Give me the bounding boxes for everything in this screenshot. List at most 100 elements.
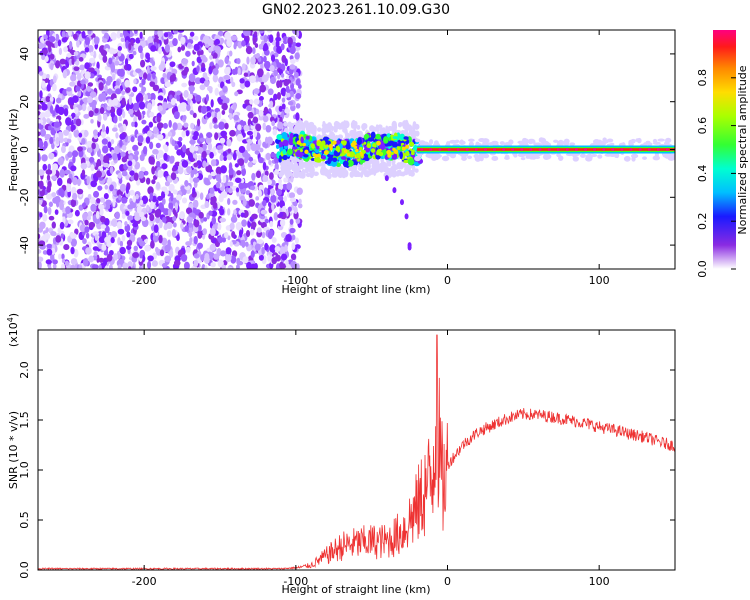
heatmap-cell xyxy=(300,136,304,144)
heatmap-cell xyxy=(38,233,41,240)
heatmap-cell xyxy=(405,151,410,155)
heatmap-cell xyxy=(414,168,419,173)
spectrogram-y-ticks: -40 -20 0 20 40 xyxy=(18,47,675,254)
heatmap-cell xyxy=(39,129,47,137)
heatmap-cell xyxy=(50,62,54,71)
heatmap-cell xyxy=(229,50,233,57)
heatmap-cell xyxy=(375,125,380,133)
heatmap-cell xyxy=(88,156,95,163)
heatmap-cell xyxy=(245,230,251,238)
heatmap-cell xyxy=(38,227,44,233)
heatmap-cell xyxy=(161,197,166,205)
heatmap-cell xyxy=(238,145,246,154)
heatmap-cell xyxy=(127,215,134,221)
heatmap-cell xyxy=(152,84,160,92)
snr-y-tick-label: 0.5 xyxy=(18,511,31,529)
heatmap-cell xyxy=(38,119,44,124)
heatmap-cell xyxy=(102,30,109,33)
heatmap-cell xyxy=(229,129,236,137)
heatmap-cell xyxy=(92,264,99,269)
heatmap-cell xyxy=(504,156,510,160)
heatmap-cell xyxy=(188,212,196,218)
heatmap-cell xyxy=(216,111,222,120)
heatmap-cell xyxy=(192,206,197,215)
heatmap-cell xyxy=(258,109,264,117)
heatmap-cell xyxy=(253,88,260,95)
heatmap-cell xyxy=(75,85,81,92)
heatmap-cell xyxy=(456,148,460,151)
heatmap-cell xyxy=(54,209,59,215)
heatmap-cell xyxy=(310,143,315,148)
heatmap-cell xyxy=(236,170,242,176)
heatmap-cell xyxy=(313,157,321,163)
heatmap-cell xyxy=(372,143,377,148)
heatmap-cell xyxy=(295,112,300,121)
heatmap-cell xyxy=(176,149,183,156)
heatmap-cell xyxy=(39,221,46,230)
heatmap-cell xyxy=(209,243,216,252)
heatmap-cell xyxy=(163,170,169,177)
heatmap-cell xyxy=(198,147,204,154)
heatmap-cell xyxy=(219,217,227,223)
heatmap-cell xyxy=(520,148,524,151)
heatmap-cell xyxy=(277,73,281,80)
heatmap-cell xyxy=(152,72,156,80)
heatmap-cell xyxy=(244,99,251,105)
heatmap-cell xyxy=(65,117,72,126)
heatmap-cell xyxy=(333,120,340,128)
heatmap-cell xyxy=(91,142,96,150)
heatmap-cell xyxy=(310,128,315,135)
heatmap-cell xyxy=(252,37,258,42)
heatmap-cell xyxy=(399,133,405,141)
heatmap-cell xyxy=(269,220,274,228)
heatmap-cell xyxy=(211,111,215,118)
heatmap-cell xyxy=(130,136,135,143)
heatmap-cell xyxy=(210,171,217,177)
heatmap-cell xyxy=(53,121,61,128)
heatmap-cell xyxy=(93,129,98,136)
heatmap-cell xyxy=(168,183,175,192)
heatmap-cell xyxy=(144,238,148,244)
heatmap-cell xyxy=(46,117,51,124)
heatmap-cell xyxy=(66,177,72,185)
heatmap-cell xyxy=(372,160,376,168)
heatmap-cell xyxy=(151,260,158,267)
heatmap-cell xyxy=(67,190,71,198)
snr-y-tick-label: 1.0 xyxy=(18,461,31,479)
heatmap-cell xyxy=(66,183,72,193)
heatmap-cell xyxy=(608,152,617,158)
heatmap-cell xyxy=(491,155,499,162)
heatmap-cell xyxy=(247,138,253,144)
heatmap-cell xyxy=(392,124,398,131)
heatmap-cell xyxy=(121,213,126,219)
heatmap-cell xyxy=(121,197,128,204)
heatmap-cell xyxy=(349,130,355,137)
heatmap-cell xyxy=(285,259,289,267)
heatmap-cell xyxy=(38,256,44,262)
heatmap-cell xyxy=(192,99,196,104)
heatmap-cell xyxy=(199,77,206,84)
heatmap-cell xyxy=(283,177,289,183)
heatmap-cell xyxy=(127,108,134,115)
heatmap-cell xyxy=(263,55,267,63)
snr-panel: -200 -100 0 100 0.0 0.5 1.0 1.5 2.0 Height of s… xyxy=(6,313,676,596)
heatmap-cell xyxy=(268,34,274,43)
heatmap-cell xyxy=(55,137,60,145)
heatmap-cell xyxy=(403,159,410,164)
heatmap-cell xyxy=(38,248,42,255)
heatmap-cell xyxy=(253,143,261,151)
heatmap-cell xyxy=(145,177,151,185)
heatmap-cell xyxy=(219,137,226,144)
heatmap-cell xyxy=(100,224,107,229)
heatmap-cell xyxy=(264,49,270,56)
heatmap-cell xyxy=(140,216,147,222)
heatmap-cell xyxy=(493,148,496,151)
heatmap-cell xyxy=(172,122,178,131)
heatmap-cell xyxy=(222,151,227,157)
heatmap-cell xyxy=(278,141,283,148)
heatmap-cell xyxy=(251,213,258,220)
heatmap-cell xyxy=(140,234,147,240)
heatmap-cell xyxy=(176,90,181,96)
heatmap-cell xyxy=(360,171,364,178)
heatmap-cell xyxy=(99,215,106,223)
